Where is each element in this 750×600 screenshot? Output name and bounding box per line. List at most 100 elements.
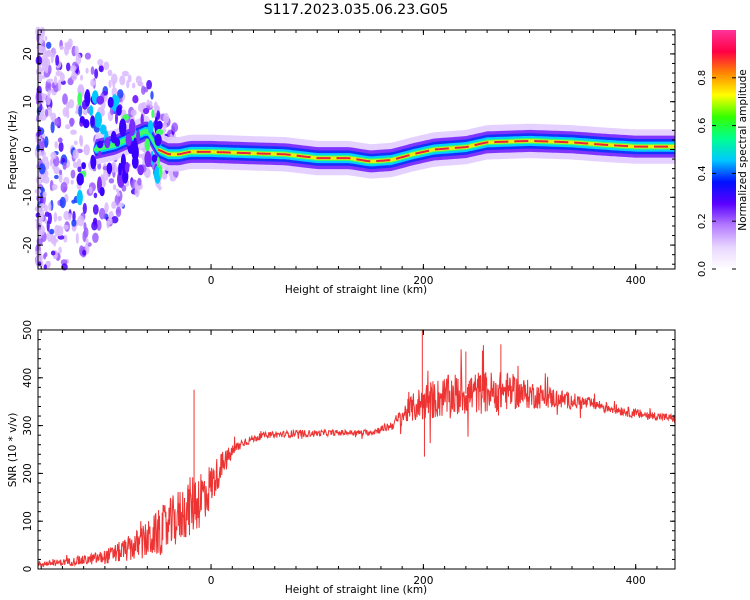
speckle — [137, 153, 143, 158]
speckle — [70, 169, 76, 179]
speckle — [46, 260, 51, 267]
colorbar: 0.0 0.2 0.4 0.6 0.8 Normalized spectral ampl… — [697, 30, 749, 277]
speckle — [137, 177, 142, 186]
speckle — [48, 64, 52, 75]
speckle — [59, 169, 63, 175]
blob — [137, 164, 144, 176]
speckle — [50, 121, 55, 134]
speckle — [43, 264, 47, 270]
speckle — [50, 151, 57, 160]
blob — [76, 173, 84, 186]
blob — [88, 105, 94, 116]
speckle — [56, 225, 64, 237]
speckle — [41, 54, 48, 63]
blob — [81, 162, 86, 170]
speckle — [99, 207, 106, 220]
speckle — [171, 122, 179, 133]
speckle — [37, 229, 43, 240]
speckle — [53, 82, 60, 93]
speckle — [71, 71, 78, 81]
speckle — [63, 234, 68, 243]
speckle — [108, 178, 115, 184]
speckle — [51, 165, 56, 170]
colorbar-ticks: 0.0 0.2 0.4 0.6 0.8 — [697, 70, 736, 277]
blob — [151, 109, 155, 118]
blob — [107, 96, 114, 108]
y-tick-label: 10 — [22, 95, 34, 108]
blob — [90, 115, 95, 127]
speckle — [138, 102, 145, 113]
speckle — [48, 212, 52, 225]
colorbar-tick-label: 0.2 — [697, 213, 708, 229]
blob — [110, 130, 117, 144]
speckle — [107, 69, 113, 77]
y-tick-label: 20 — [22, 47, 34, 60]
colorbar-label: Normalized spectral amplitude — [737, 69, 749, 230]
speckle — [50, 112, 57, 122]
colorbar-gradient — [712, 30, 736, 269]
speckle — [98, 65, 104, 73]
y-tick-label: 0 — [22, 566, 34, 573]
speckle — [111, 87, 118, 98]
blob — [120, 153, 126, 172]
blob — [154, 133, 162, 146]
speckle — [71, 225, 77, 232]
speckle — [82, 109, 88, 116]
speckle — [54, 117, 62, 127]
speckle — [116, 192, 121, 197]
blob — [125, 133, 132, 147]
speckle — [36, 174, 43, 185]
speckle — [44, 136, 49, 148]
speckle — [58, 141, 64, 152]
speckle — [41, 92, 45, 104]
blob — [158, 165, 163, 178]
speckle — [80, 74, 83, 81]
speckle — [92, 204, 99, 215]
blob — [119, 118, 127, 137]
speckle — [53, 212, 58, 223]
speckle — [117, 89, 124, 99]
speckle — [63, 187, 67, 192]
speckle — [46, 49, 53, 57]
speckle — [169, 176, 177, 182]
speckle — [53, 75, 58, 86]
spectrogram-ticks: 0 200 400 -20 -10 0 10 20 — [22, 30, 675, 287]
blob — [156, 156, 160, 168]
speckle — [58, 171, 63, 183]
speckle — [90, 78, 95, 87]
speckle — [70, 129, 77, 135]
speckle — [115, 188, 120, 193]
speckle — [153, 101, 158, 112]
speckle — [59, 45, 64, 51]
speckle — [75, 232, 79, 244]
speckle — [107, 217, 113, 225]
blob — [144, 138, 151, 152]
band-green — [38, 128, 675, 165]
speckle — [60, 72, 65, 82]
blob — [116, 105, 122, 116]
snr-frame — [37, 329, 676, 570]
speckle — [77, 158, 82, 167]
speckle — [35, 91, 42, 103]
speckle — [69, 118, 74, 127]
speckle — [79, 134, 83, 146]
speckle — [48, 202, 52, 212]
blob — [140, 113, 144, 126]
speckle — [70, 179, 74, 185]
speckle — [83, 144, 90, 156]
speckle — [38, 163, 46, 175]
speckle — [77, 166, 82, 173]
y-tick-label: 200 — [22, 463, 34, 483]
y-tick-label: 100 — [22, 511, 34, 531]
x-tick-label: 200 — [413, 275, 433, 287]
speckle — [44, 252, 48, 258]
blob — [129, 118, 136, 136]
spectrogram-ylabel: Frequency (Hz) — [7, 110, 19, 189]
speckle — [146, 99, 150, 106]
blob — [132, 95, 139, 104]
blob — [115, 112, 118, 125]
colorbar-tick-label: 0.6 — [697, 118, 708, 134]
speckle — [54, 141, 58, 149]
blob — [98, 150, 102, 158]
speckle — [146, 79, 153, 90]
